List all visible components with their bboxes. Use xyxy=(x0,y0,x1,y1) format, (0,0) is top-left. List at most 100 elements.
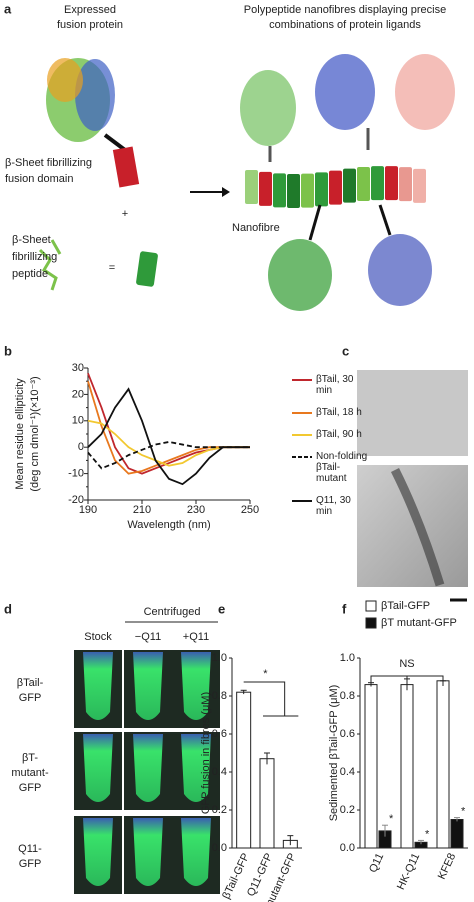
y-tick-label: 20 xyxy=(72,388,84,400)
y-tick-label: 0.2 xyxy=(212,804,227,816)
x-tick-label: 190 xyxy=(79,504,97,516)
y-tick-label: 0.4 xyxy=(340,766,355,778)
x-tick-label: HK-Q11 xyxy=(395,851,422,891)
y-tick-label: 0.0 xyxy=(212,842,227,854)
caption: peptide xyxy=(12,268,48,280)
caption: Nanofibre xyxy=(232,222,280,234)
legend-entry: βTail, 18 h xyxy=(292,407,368,418)
fibre-image xyxy=(390,467,445,587)
fibre-segment xyxy=(357,166,370,201)
legend-entry: βTail, 30 min xyxy=(292,374,368,396)
legend-swatch xyxy=(292,500,312,502)
tube xyxy=(133,652,163,720)
fibre-segment xyxy=(399,167,412,202)
caption: β-Sheet fibrillizing xyxy=(5,157,92,169)
row-label: βT- xyxy=(22,752,38,764)
y-axis-label: (deg cm dmol⁻¹)(×10⁻³) xyxy=(29,376,41,491)
panel-label: c xyxy=(342,343,349,358)
symbol: + xyxy=(122,208,128,220)
y-axis-label: Mean residue ellipticity xyxy=(14,378,26,490)
y-tick-label: -20 xyxy=(68,494,84,506)
legend-label: Q11, 30 min xyxy=(316,495,351,517)
legend-label: βTail, 30 min xyxy=(316,374,354,396)
fibre-segment xyxy=(343,168,356,203)
x-tick-label: Q11 xyxy=(367,851,386,874)
y-tick-label: 1.0 xyxy=(340,652,355,664)
caption: fibrillizing xyxy=(12,251,57,263)
bar xyxy=(436,680,450,849)
tube xyxy=(181,818,211,886)
legend-entry: Non-folding βTail-mutant xyxy=(292,451,368,484)
y-tick-label: 10 xyxy=(72,415,84,427)
y-axis-label: GFP fusion in fibres (μM) xyxy=(200,692,212,814)
y-tick-label: 1.0 xyxy=(212,652,227,664)
fibre-segment xyxy=(273,173,286,208)
tube xyxy=(83,652,113,720)
legend-entry: Q11, 30 min xyxy=(292,495,368,517)
bracket xyxy=(243,681,299,717)
fibre-segment xyxy=(371,166,384,201)
y-tick-label: 0.6 xyxy=(212,728,227,740)
panel-label: e xyxy=(218,601,225,616)
legend-label: βTail, 90 h xyxy=(316,429,362,440)
series-line xyxy=(87,419,250,467)
tube xyxy=(133,734,163,802)
series-line xyxy=(87,387,250,486)
bar xyxy=(236,691,252,849)
y-tick-label: 0.8 xyxy=(340,690,355,702)
annotation: * xyxy=(263,668,268,680)
legend: βTail, 30 min βTail, 18 h βTail, 90 h Non-f… xyxy=(292,374,368,528)
panel-label: b xyxy=(4,343,12,358)
fibre-segment xyxy=(287,173,300,208)
y-tick-label: 0.6 xyxy=(340,728,355,740)
annotation: * xyxy=(425,828,430,840)
series-line xyxy=(87,380,250,475)
fibre-segment xyxy=(301,173,314,208)
y-tick-label: 0.8 xyxy=(212,690,227,702)
tube xyxy=(83,818,113,886)
tube xyxy=(83,734,113,802)
y-tick-label: 0.0 xyxy=(340,842,355,854)
y-tick-label: 0.2 xyxy=(340,804,355,816)
fibre-segment xyxy=(245,170,258,204)
bar xyxy=(400,684,414,849)
y-tick-label: -10 xyxy=(68,468,84,480)
symbol: = xyxy=(109,262,115,274)
x-tick-label: 230 xyxy=(187,504,205,516)
tube-photos xyxy=(74,650,220,894)
fibre-segment xyxy=(329,170,342,205)
fibre-segment xyxy=(413,168,426,203)
column-label: Stock xyxy=(84,631,112,643)
bar xyxy=(450,819,464,849)
y-tick-label: 0 xyxy=(78,441,84,453)
tube xyxy=(133,818,163,886)
caption: Expressed xyxy=(64,4,116,16)
tem-image xyxy=(357,465,468,587)
legend-label: βTail-GFP xyxy=(381,600,430,612)
legend-swatch xyxy=(292,434,312,436)
caption: combinations of protein ligands xyxy=(269,19,421,31)
row-label: βTail- xyxy=(17,677,44,689)
x-tick-label: 250 xyxy=(241,504,259,516)
annotation: * xyxy=(461,806,466,818)
tem-image xyxy=(357,370,468,456)
legend-entry: βTail, 90 h xyxy=(292,429,368,440)
fibre-segment xyxy=(259,171,272,206)
x-axis-label: Wavelength (nm) xyxy=(127,519,210,531)
y-tick-label: 30 xyxy=(72,362,84,374)
column-label: +Q11 xyxy=(183,631,209,643)
y-axis-label: Sedimented βTail-GFP (μM) xyxy=(328,685,340,822)
column-header: Centrifuged xyxy=(144,606,201,618)
caption: Polypeptide nanofibres displaying precis… xyxy=(244,4,446,16)
illustration xyxy=(38,54,455,311)
panel-label: a xyxy=(4,1,12,16)
caption: β-Sheet xyxy=(12,234,51,246)
tube xyxy=(181,652,211,720)
row-label: Q11- xyxy=(18,843,42,855)
annotation: NS xyxy=(399,658,414,670)
caption: fusion domain xyxy=(5,173,74,185)
bar xyxy=(259,758,275,849)
bar xyxy=(364,684,378,849)
